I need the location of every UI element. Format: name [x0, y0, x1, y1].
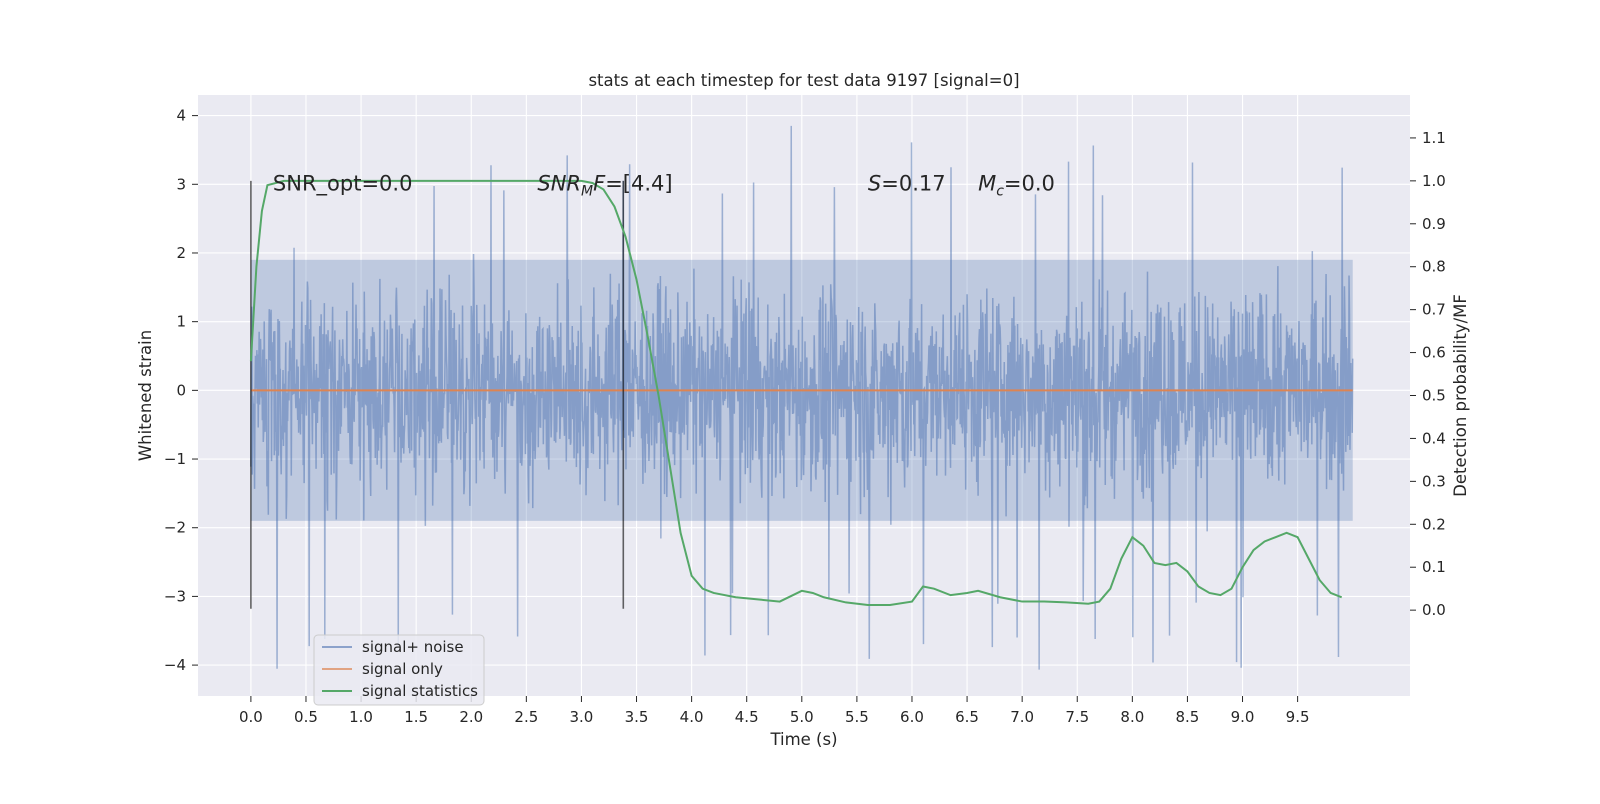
y-tick-label-0: −4 — [164, 656, 186, 674]
y-right-tick-label-2: 0.2 — [1422, 515, 1446, 533]
x-tick-label-4: 2.0 — [459, 708, 483, 726]
y-right-axis-label: Detection probability/MF — [1451, 294, 1470, 497]
legend-label-statistics: signal statistics — [362, 682, 478, 700]
x-tick-label-10: 5.0 — [790, 708, 814, 726]
y-right-tick-label-3: 0.3 — [1422, 472, 1446, 490]
y-tick-label-1: −3 — [164, 587, 186, 605]
x-tick-label-0: 0.0 — [239, 708, 263, 726]
x-tick-label-6: 3.0 — [570, 708, 594, 726]
vertical-markers — [250, 180, 625, 609]
y-right-tick-label-0: 0.0 — [1422, 601, 1446, 619]
y-tick-label-2: −2 — [164, 519, 186, 537]
x-tick-label-11: 5.5 — [845, 708, 869, 726]
y-right-tick-label-1: 0.1 — [1422, 558, 1446, 576]
statistics-series — [249, 179, 1343, 606]
y-right-tick-label-6: 0.6 — [1422, 344, 1446, 362]
legend-label-signal: signal only — [362, 660, 443, 678]
legend-label-noise: signal+ noise — [362, 638, 464, 656]
x-tick-label-2: 1.0 — [349, 708, 373, 726]
annotations: SNR_opt=0.0 SNRMF=[4.4] S=0.17 Mc=0.0 — [273, 171, 1055, 199]
x-tick-label-5: 2.5 — [514, 708, 538, 726]
legend: signal+ noise signal only signal statist… — [313, 634, 485, 706]
chart-title: stats at each timestep for test data 919… — [588, 71, 1019, 90]
y-tick-label-5: 1 — [176, 313, 186, 331]
x-tick-label-13: 6.5 — [955, 708, 979, 726]
y-tick-label-8: 4 — [176, 107, 186, 125]
noise-line — [250, 125, 1354, 670]
x-tick-label-19: 9.5 — [1286, 708, 1310, 726]
legend-box — [313, 634, 485, 706]
x-tick-label-18: 9.0 — [1231, 708, 1255, 726]
annotation-2: S=0.17 — [868, 171, 946, 195]
y-tick-label-7: 3 — [176, 175, 186, 193]
x-tick-label-1: 0.5 — [294, 708, 318, 726]
y-right-tick-label-5: 0.5 — [1422, 387, 1446, 405]
x-tick-label-7: 3.5 — [625, 708, 649, 726]
x-tick-label-15: 7.5 — [1065, 708, 1089, 726]
y-tick-label-3: −1 — [164, 450, 186, 468]
x-axis-label: Time (s) — [769, 730, 837, 749]
y-right-tick-label-11: 1.1 — [1422, 129, 1446, 147]
x-tick-label-16: 8.0 — [1120, 708, 1144, 726]
x-tick-label-8: 4.0 — [680, 708, 704, 726]
y-right-tick-label-7: 0.7 — [1422, 301, 1446, 319]
x-tick-label-12: 6.0 — [900, 708, 924, 726]
y-right-tick-label-9: 0.9 — [1422, 215, 1446, 233]
statistics-line — [249, 179, 1343, 606]
y-tick-label-4: 0 — [176, 381, 186, 399]
x-tick-label-3: 1.5 — [404, 708, 428, 726]
annotation-3: Mc=0.0 — [978, 171, 1055, 199]
y-right-tick-label-4: 0.4 — [1422, 429, 1446, 447]
annotation-0: SNR_opt=0.0 — [273, 171, 413, 196]
y-right-tick-label-10: 1.0 — [1422, 172, 1446, 190]
x-tick-label-17: 8.5 — [1176, 708, 1200, 726]
x-tick-label-9: 4.5 — [735, 708, 759, 726]
annotation-1: SNRMF=[4.4] — [537, 171, 672, 199]
y-right-tick-label-8: 0.8 — [1422, 258, 1446, 276]
x-tick-label-14: 7.0 — [1010, 708, 1034, 726]
y-axis-label: Whitened strain — [136, 330, 155, 461]
y-tick-label-6: 2 — [176, 244, 186, 262]
axes: 0.0 0.5 1.0 1.5 2.0 2.5 3.0 3.5 4.0 4.5 5.0 5.5 6.0 6… — [164, 107, 1446, 726]
